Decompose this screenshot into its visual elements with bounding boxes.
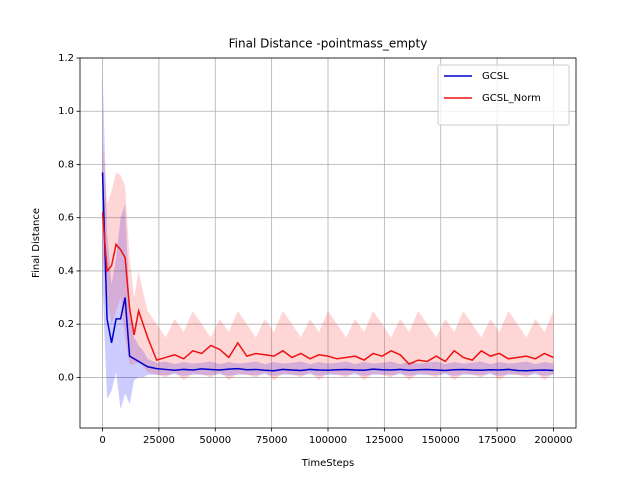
line [101, 172, 554, 372]
x-tick-label: 200000 [534, 435, 572, 446]
y-tick-label: 0.0 [58, 372, 74, 383]
x-tick-label: 100000 [309, 435, 347, 446]
line [101, 212, 554, 366]
y-axis-label: Final Distance [31, 208, 42, 278]
y-tick-label: 1.0 [58, 106, 74, 117]
y-tick-label: 0.6 [58, 213, 74, 224]
y-tick-label: 0.4 [58, 266, 74, 277]
x-tick-label: 50000 [199, 435, 231, 446]
y-tick-label: 1.2 [58, 53, 74, 64]
legend-box [437, 64, 570, 126]
x-axis-label: TimeSteps [301, 458, 354, 469]
chart-title: Final Distance -pointmass_empty [229, 37, 428, 51]
x-tick-label: 0 [99, 435, 105, 446]
x-tick-label: 175000 [478, 435, 516, 446]
plot-frame [79, 57, 577, 429]
legend-label: GCSL [482, 71, 509, 82]
error-band [102, 137, 554, 381]
x-tick-label: 150000 [422, 435, 460, 446]
legend-label: GCSL_Norm [482, 93, 541, 104]
x-tick-label: 75000 [256, 435, 288, 446]
y-tick-label: 0.8 [58, 159, 74, 170]
y-tick-label: 0.2 [58, 319, 74, 330]
x-tick-label: 25000 [143, 435, 175, 446]
x-tick-label: 125000 [365, 435, 403, 446]
